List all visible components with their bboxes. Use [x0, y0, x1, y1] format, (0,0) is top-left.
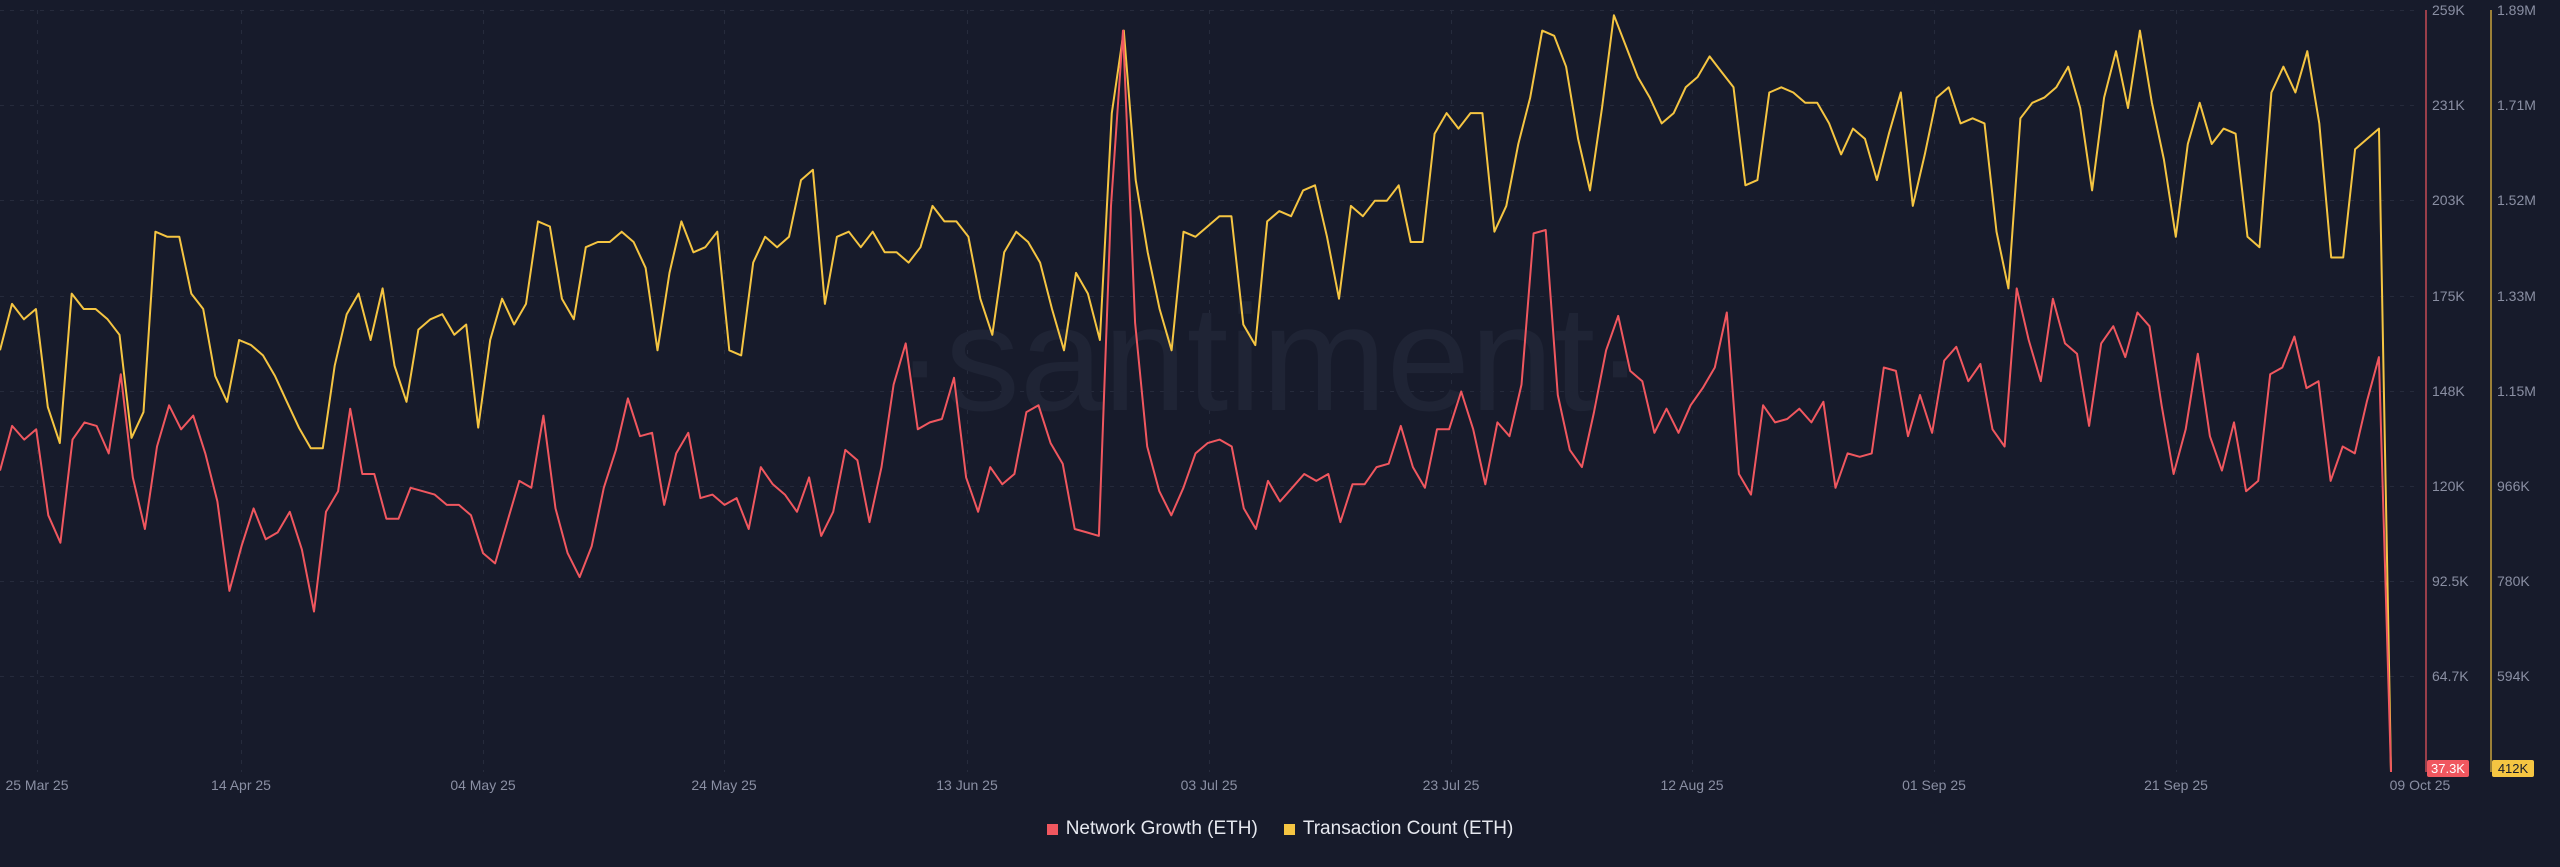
y-tick-label-transaction-count: 1.89M [2497, 2, 2536, 18]
y-tick-label-network-growth: 259K [2432, 2, 2465, 18]
network-growth-line [0, 29, 2392, 773]
x-tick-label: 01 Sep 25 [1902, 777, 1966, 793]
x-tick-label: 09 Oct 25 [2390, 777, 2451, 793]
network-growth-last-value-badge: 37.3K [2427, 760, 2469, 777]
y-tick-label-network-growth: 203K [2432, 192, 2465, 208]
plot-area[interactable] [0, 14, 2392, 773]
x-tick-label: 14 Apr 25 [211, 777, 271, 793]
legend: Network Growth (ETH) Transaction Count (… [0, 818, 2560, 840]
x-tick-label: 21 Sep 25 [2144, 777, 2208, 793]
x-axis: 25 Mar 25 14 Apr 25 04 May 25 24 May 25 13 J… [5, 777, 2450, 793]
santiment-watermark: ·santiment· [895, 274, 1645, 442]
network-growth-last-value-badge-bg [2427, 760, 2469, 777]
legend-label-network-growth: Network Growth (ETH) [1065, 818, 1258, 839]
y-tick-label-network-growth: 175K [2432, 288, 2465, 304]
transaction-count-last-value-badge-text: 412K [2498, 761, 2529, 776]
y-tick-label-network-growth: 120K [2432, 478, 2465, 494]
y-tick-label-transaction-count: 1.33M [2497, 288, 2536, 304]
y-tick-label-network-growth: 92.5K [2432, 573, 2469, 589]
transaction-count-swatch [1283, 823, 1295, 835]
network-growth-swatch [1046, 823, 1058, 835]
y-axes: 259K 1.89M 231K 1.71M 203K 1.52M 175K 1.33M 148K… [2425, 2, 2536, 777]
x-tick-label: 25 Mar 25 [5, 777, 68, 793]
y-tick-label-transaction-count: 966K [2497, 478, 2530, 494]
y-tick-label-transaction-count: 1.15M [2497, 383, 2536, 399]
y-tick-label-transaction-count: 1.71M [2497, 97, 2536, 113]
transaction-count-last-value-badge: 412K [2492, 760, 2534, 777]
y-tick-label-network-growth: 64.7K [2432, 668, 2469, 684]
x-tick-label: 12 Aug 25 [1660, 777, 1723, 793]
x-tick-label: 13 Jun 25 [936, 777, 998, 793]
chart-grid [0, 10, 2420, 772]
transaction-count-last-value-badge-bg [2492, 760, 2534, 777]
y-tick-label-transaction-count: 780K [2497, 573, 2530, 589]
x-tick-label: 04 May 25 [450, 777, 516, 793]
y-tick-label-network-growth: 148K [2432, 383, 2465, 399]
y-tick-label-transaction-count: 594K [2497, 668, 2530, 684]
y-tick-label-transaction-count: 1.52M [2497, 192, 2536, 208]
legend-item-network-growth[interactable]: Network Growth (ETH) [1046, 818, 1258, 840]
x-tick-label: 23 Jul 25 [1423, 777, 1480, 793]
legend-label-transaction-count: Transaction Count (ETH) [1302, 818, 1514, 839]
y-tick-label-network-growth: 231K [2432, 97, 2465, 113]
legend-item-transaction-count[interactable]: Transaction Count (ETH) [1283, 818, 1514, 840]
network-growth-last-value-badge-text: 37.3K [2431, 761, 2465, 776]
transaction-count-line [0, 14, 2392, 773]
x-tick-label: 03 Jul 25 [1181, 777, 1238, 793]
x-tick-label: 24 May 25 [691, 777, 757, 793]
